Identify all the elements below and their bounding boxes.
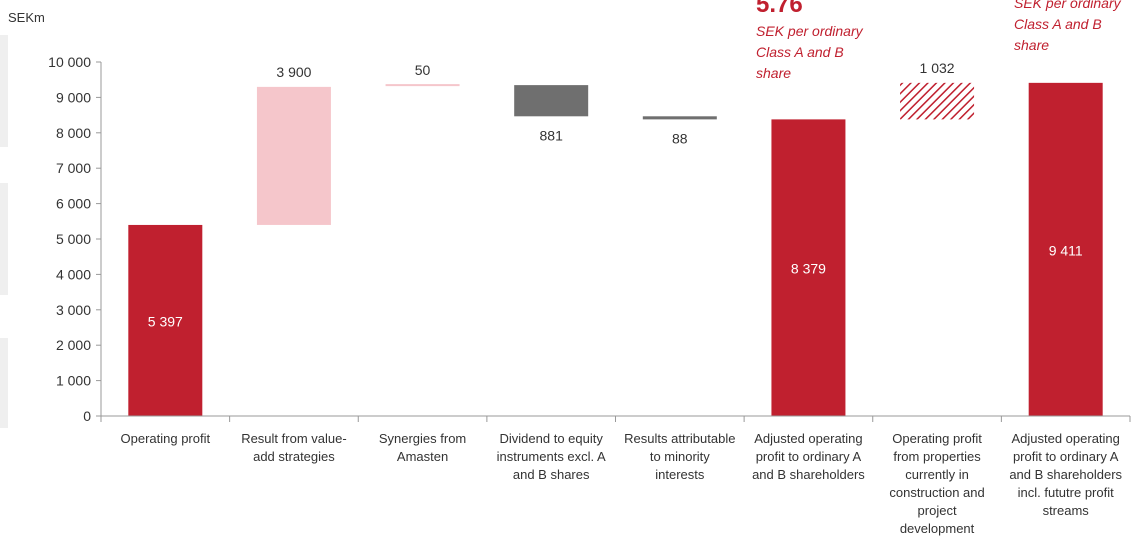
x-category-label-line: Operating profit — [892, 431, 982, 446]
x-category-label: Adjusted operating profit to ordinary A an… — [1009, 431, 1122, 518]
x-category-label-line: add strategies — [253, 449, 335, 464]
x-category-label-line: development — [900, 521, 975, 536]
annotation-text-line: SEK per ordinary — [756, 23, 864, 39]
data-label: 50 — [415, 62, 431, 78]
bar — [128, 224, 203, 416]
x-category-label-line: instruments excl. A — [497, 449, 606, 464]
x-category-label-line: Synergies from — [379, 431, 466, 446]
x-category-label: Operating profit — [121, 431, 211, 446]
x-category-label: Adjusted operating profit to ordinary A an… — [752, 431, 865, 482]
x-category-label-line: Dividend to equity — [500, 431, 604, 446]
data-label: 1 032 — [920, 60, 955, 76]
x-category-label-line: Operating profit — [121, 431, 211, 446]
bar — [514, 85, 589, 117]
data-label: 3 900 — [276, 64, 311, 80]
data-label: 5 397 — [148, 313, 183, 329]
annotation-text-line: share — [1014, 37, 1049, 53]
x-category-label-line: and B shareholders — [752, 467, 865, 482]
y-tick-label: 1 000 — [56, 373, 91, 389]
x-category-label-line: interests — [655, 467, 705, 482]
y-tick-label: 0 — [83, 408, 91, 424]
annotation-text-line: SEK per ordinary — [1014, 0, 1122, 11]
bars-group — [128, 82, 1103, 417]
bar — [385, 84, 460, 87]
x-category-label-line: streams — [1043, 503, 1090, 518]
bar — [900, 82, 975, 120]
bar — [1028, 82, 1103, 417]
data-labels-group: 5 397 3 900 50 881 88 8 379 1 032 9 411 — [148, 60, 1083, 330]
x-category-label-line: Amasten — [397, 449, 448, 464]
annotation-text-line: Class A and B — [1014, 16, 1102, 32]
x-category-label-line: construction and — [889, 485, 984, 500]
annotations-group: 5.76 SEK per ordinary Class A and B share SE… — [756, 0, 1122, 81]
x-category-label-line: incl. fututre profit — [1018, 485, 1114, 500]
y-tick-label: 4 000 — [56, 266, 91, 282]
bar — [256, 86, 331, 225]
y-tick-label: 6 000 — [56, 196, 91, 212]
annotation-value: 5.76 — [756, 0, 803, 18]
x-category-label-line: Adjusted operating — [1011, 431, 1119, 446]
x-category-label-line: profit to ordinary A — [756, 449, 862, 464]
data-label: 88 — [672, 130, 688, 146]
left-edge-strip-3 — [0, 338, 8, 428]
x-category-label-line: profit to ordinary A — [1013, 449, 1119, 464]
y-tick-label: 5 000 — [56, 231, 91, 247]
bar — [771, 119, 846, 417]
y-axis: 0 1 000 2 000 3 000 4 000 5 000 6 000 7 000 8 00… — [48, 54, 102, 424]
x-category-label-line: Results attributable — [624, 431, 735, 446]
x-category-label-line: to minority — [650, 449, 710, 464]
y-tick-label: 9 000 — [56, 89, 91, 105]
x-category-label-line: and B shares — [513, 467, 590, 482]
x-category-label-line: Adjusted operating — [754, 431, 862, 446]
y-tick-label: 3 000 — [56, 302, 91, 318]
x-category-label-line: project — [918, 503, 957, 518]
x-category-label-line: from properties — [893, 449, 981, 464]
left-edge-strip-1 — [0, 35, 8, 147]
x-category-label: Result from value-add strategies — [241, 431, 346, 464]
y-tick-label: 7 000 — [56, 160, 91, 176]
y-tick-label: 10 000 — [48, 54, 91, 70]
x-category-label: Synergies from Amasten — [379, 431, 466, 464]
x-axis: Operating profit Result from value-add st… — [100, 415, 1131, 536]
data-label: 881 — [540, 127, 564, 143]
data-label: 9 411 — [1049, 242, 1083, 258]
data-label: 8 379 — [791, 261, 826, 277]
x-category-label-line: and B shareholders — [1009, 467, 1122, 482]
x-category-label-line: currently in — [905, 467, 969, 482]
bar — [642, 116, 717, 120]
annotation-text-line: share — [756, 65, 791, 81]
x-category-label: Results attributable to minority interests — [624, 431, 735, 482]
y-tick-label: 2 000 — [56, 337, 91, 353]
annotation-text-line: Class A and B — [756, 44, 844, 60]
y-axis-unit-label: SEKm — [8, 10, 45, 25]
x-category-label: Dividend to equity instruments excl. A and… — [497, 431, 606, 482]
y-tick-label: 8 000 — [56, 125, 91, 141]
x-category-label: Operating profit from properties currently… — [889, 431, 984, 536]
left-edge-strip-2 — [0, 183, 8, 295]
x-category-label-line: Result from value- — [241, 431, 346, 446]
